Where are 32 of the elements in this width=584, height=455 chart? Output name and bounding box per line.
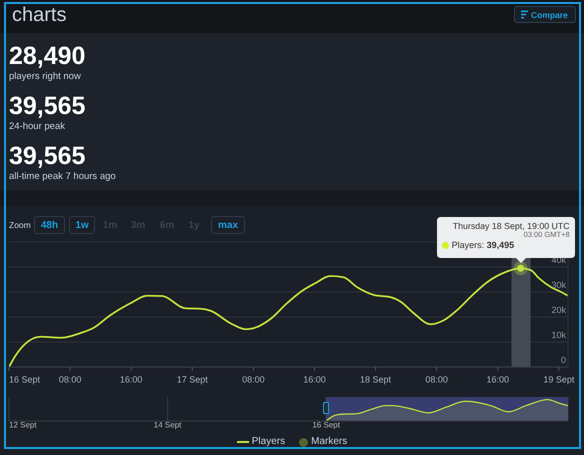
text: all-time peak 7 hours ago xyxy=(9,171,116,182)
text: 39,565 xyxy=(9,142,86,170)
x-tick-label: 16:00 xyxy=(303,374,326,384)
x-tick-label: 16 Sept xyxy=(312,420,341,430)
y-tick-label: 20k xyxy=(551,305,566,315)
legend-label: Markers xyxy=(311,436,348,447)
y-tick-label: 30k xyxy=(551,280,566,290)
text: players right now xyxy=(9,71,81,82)
x-tick-label: 19 Sept xyxy=(543,374,575,384)
x-tick-label: 08:00 xyxy=(242,374,265,384)
text: 48h xyxy=(34,216,65,234)
legend-label: Players xyxy=(252,436,286,447)
text: 24-hour peak xyxy=(9,121,65,132)
x-tick-label: 12 Sept xyxy=(9,420,38,430)
y-tick-label: 0 xyxy=(560,355,566,365)
x-tick-label: 14 Sept xyxy=(154,420,182,430)
x-tick-label: 16:00 xyxy=(120,374,142,384)
x-tick-label: 18 Sept xyxy=(360,374,392,384)
x-tick-label: 16 Sept xyxy=(9,374,41,384)
x-tick-label: 08:00 xyxy=(58,374,82,384)
text: max xyxy=(211,216,245,234)
text: charts xyxy=(12,4,66,26)
x-tick-label: 16:00 xyxy=(486,374,510,384)
x-tick-label: 17 Sept xyxy=(176,374,208,384)
text: Compare xyxy=(531,10,568,20)
annotation: Players: 39,495 xyxy=(452,240,514,251)
x-tick-label: 08:00 xyxy=(425,374,448,384)
text: 28,490 xyxy=(9,42,86,70)
text: 1w xyxy=(69,216,95,234)
text: Zoom xyxy=(9,220,31,230)
text: 39,565 xyxy=(9,92,86,120)
y-tick-label: 10k xyxy=(551,330,566,340)
